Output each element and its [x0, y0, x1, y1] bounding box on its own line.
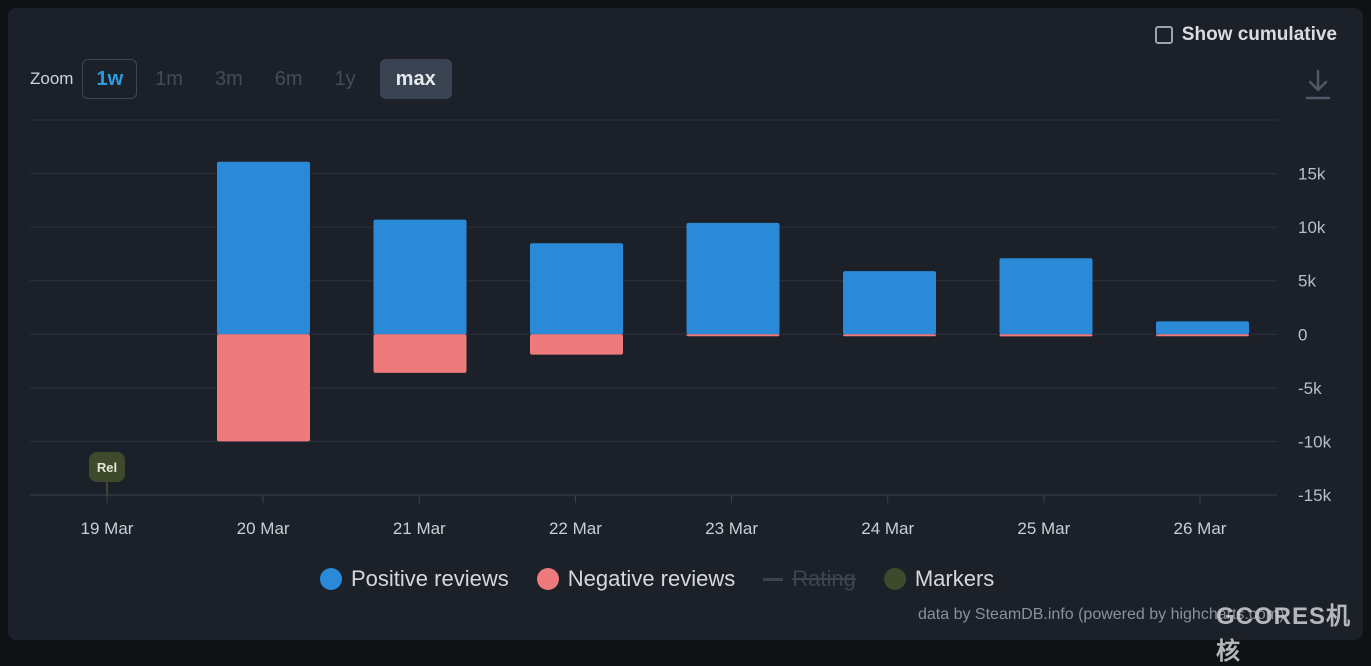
- zoom-max-button[interactable]: max: [379, 59, 452, 99]
- positive-bar: [217, 161, 310, 335]
- zoom-3m-button[interactable]: 3m: [214, 67, 243, 90]
- chart-credits[interactable]: data by SteamDB.info (powered by highcha…: [918, 606, 1285, 623]
- markers-swatch: [883, 568, 906, 590]
- negative-bar: [843, 334, 936, 337]
- zoom-1y-button[interactable]: 1y: [334, 67, 356, 90]
- zoom-label: Zoom: [30, 69, 74, 88]
- legend-rating[interactable]: Rating: [763, 566, 856, 592]
- negative-bar: [686, 334, 780, 337]
- x-tick-label: 20 Mar: [237, 519, 290, 538]
- negative-bar: [999, 334, 1093, 337]
- y-tick-label: -5k: [1298, 379, 1322, 398]
- legend-label: Negative reviews: [567, 566, 736, 591]
- positive-bar: [843, 271, 936, 335]
- x-tick-label: 21 Mar: [393, 519, 446, 538]
- release-marker: [89, 452, 125, 482]
- legend-markers[interactable]: Markers: [883, 566, 995, 592]
- zoom-1w-button[interactable]: 1w: [82, 59, 138, 99]
- y-tick-label: -15k: [1298, 486, 1332, 505]
- legend-negative-reviews[interactable]: Negative reviews: [536, 566, 736, 592]
- y-tick-label: 10k: [1298, 218, 1326, 237]
- negative-bar: [1156, 334, 1249, 337]
- negative-bar: [530, 334, 623, 355]
- x-tick-label: 25 Mar: [1017, 519, 1070, 538]
- cumulative-label: Show cumulative: [1181, 24, 1337, 45]
- y-tick-label: 0: [1298, 325, 1307, 344]
- x-tick-label: 19 Mar: [81, 519, 134, 538]
- positive-bar: [686, 222, 780, 335]
- legend-label: Positive reviews: [351, 566, 509, 591]
- release-marker-label: Rel: [97, 460, 117, 475]
- y-tick-label: -10k: [1298, 432, 1332, 451]
- review-chart: 15k 10k 5k 0 -5k -10k -15k 19 Mar 20 Mar 21 Mar 22…: [30, 119, 1332, 538]
- positive-reviews-swatch: [320, 568, 342, 590]
- negative-bar: [217, 334, 310, 442]
- cumulative-checkbox[interactable]: [1154, 26, 1173, 44]
- x-tick-label: 22 Mar: [549, 519, 602, 538]
- download-icon[interactable]: [1303, 68, 1333, 102]
- zoom-selector: Zoom 1w 1m 3m 6m 1y max: [30, 58, 456, 100]
- x-tick-label: 26 Mar: [1174, 519, 1227, 538]
- legend: Positive reviews Negative reviews Rating…: [320, 566, 1022, 592]
- zoom-6m-button[interactable]: 6m: [274, 67, 303, 90]
- legend-label: Rating: [792, 566, 856, 591]
- watermark: GCORES机核: [1216, 603, 1352, 665]
- x-tick-label: 23 Mar: [705, 519, 758, 538]
- y-tick-label: 5k: [1298, 272, 1316, 291]
- positive-bar: [373, 219, 467, 335]
- y-tick-label: 15k: [1298, 165, 1326, 184]
- negative-bar: [373, 334, 467, 373]
- x-tick-label: 24 Mar: [861, 519, 914, 538]
- rating-swatch: [763, 577, 784, 581]
- negative-reviews-swatch: [536, 568, 559, 590]
- positive-bar: [530, 243, 623, 335]
- show-cumulative-toggle[interactable]: Show cumulative: [1154, 24, 1337, 46]
- positive-bar: [999, 258, 1093, 335]
- positive-bar: [1156, 321, 1249, 335]
- zoom-1m-button[interactable]: 1m: [155, 67, 183, 90]
- legend-label: Markers: [914, 566, 995, 591]
- legend-positive-reviews[interactable]: Positive reviews: [320, 566, 509, 592]
